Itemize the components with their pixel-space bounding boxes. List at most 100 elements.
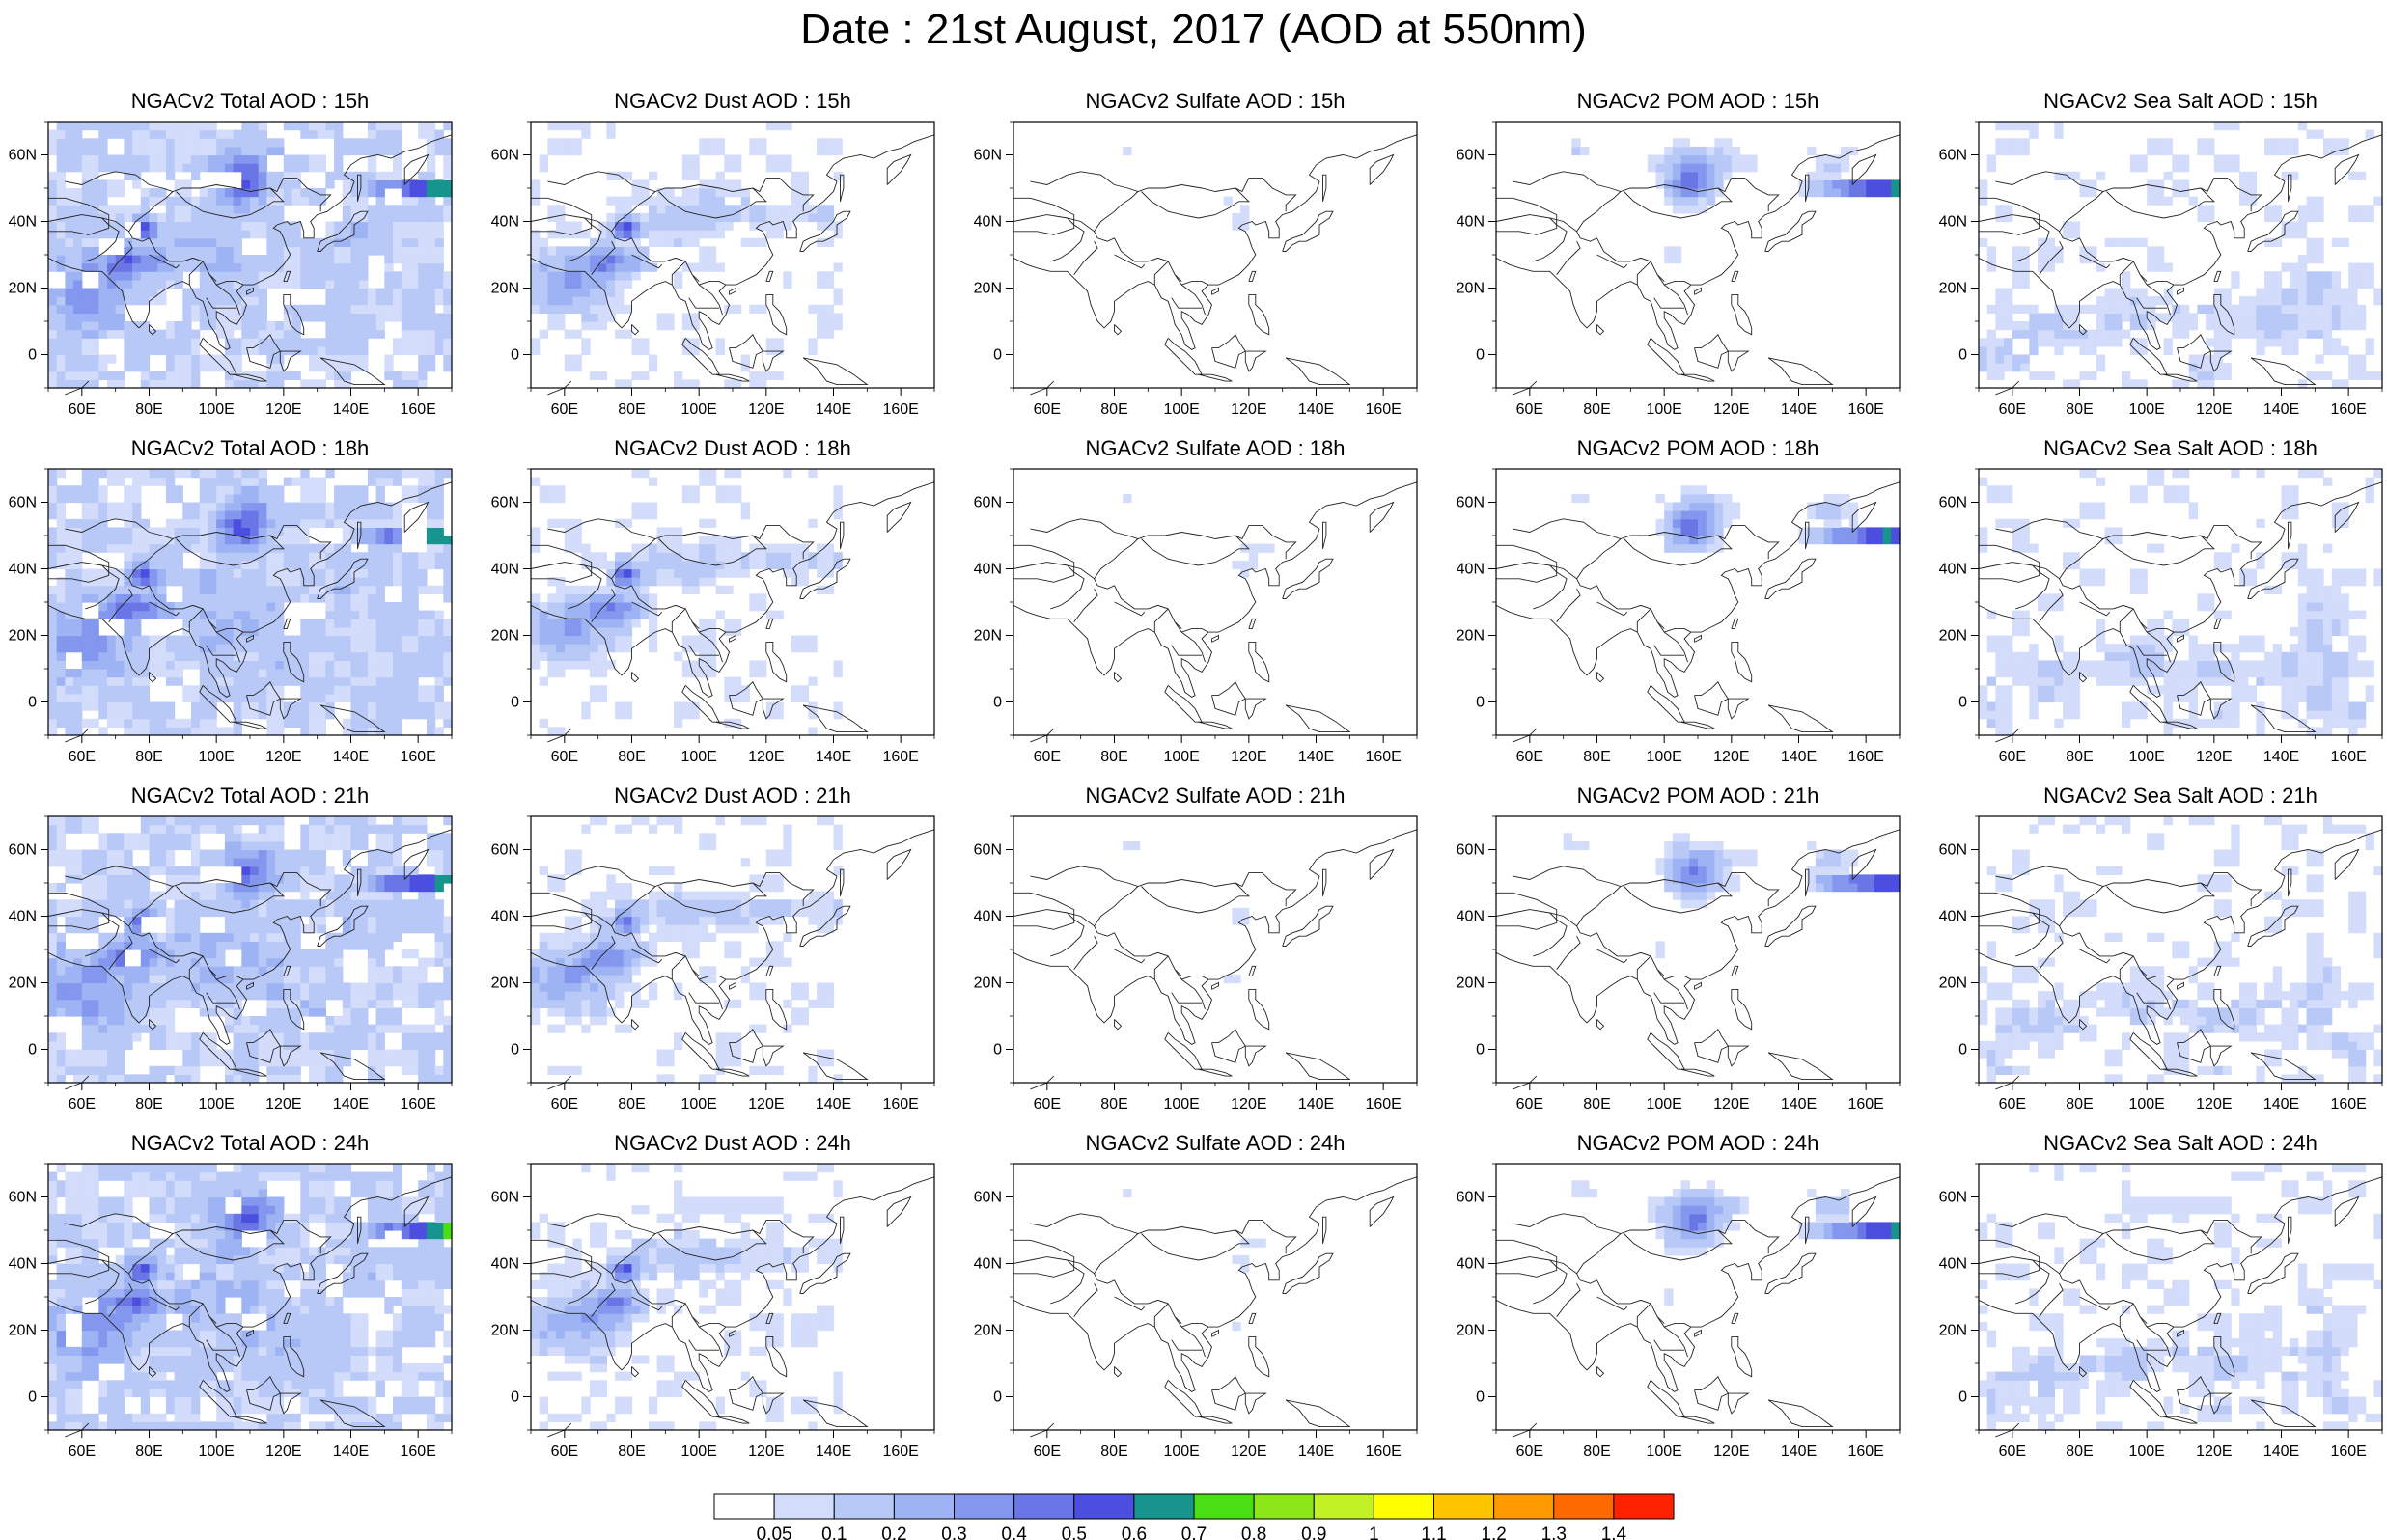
map-panel-total: 60N 40N 20N 0 60E 80E 100E 120E 140E 160E <box>9 121 453 418</box>
x-tick-label: 160E <box>1365 1096 1401 1113</box>
x-tick-label: 60E <box>69 749 96 765</box>
y-tick-label: 20N <box>491 281 519 297</box>
aod-field <box>531 816 843 1084</box>
panel-title: NGACv2 Sulfate AOD : 15h <box>1085 89 1346 113</box>
x-tick-label: 160E <box>882 1444 918 1460</box>
x-tick-label: 160E <box>2330 749 2366 765</box>
y-tick-label: 40N <box>491 909 519 925</box>
colorbar-swatch <box>1313 1493 1374 1520</box>
map-panel-dust: 60N 40N 20N 0 60E 80E 100E 120E 140E 160E <box>491 121 935 418</box>
x-tick-label: 100E <box>680 749 716 765</box>
x-tick-label: 100E <box>1646 749 1681 765</box>
panel-title: NGACv2 Dust AOD : 15h <box>614 89 851 113</box>
x-tick-label: 80E <box>1583 1444 1610 1460</box>
panel-title: NGACv2 POM AOD : 24h <box>1576 1131 1819 1155</box>
y-tick-label: 20N <box>491 976 519 992</box>
y-tick-label: 60N <box>1939 148 1967 164</box>
y-tick-label: 60N <box>974 148 1002 164</box>
x-tick-label: 100E <box>2128 1096 2164 1113</box>
panel-title: NGACv2 POM AOD : 15h <box>1576 89 1819 113</box>
coastlines <box>530 829 935 1090</box>
x-tick-label: 100E <box>680 1444 716 1460</box>
x-tick-label: 60E <box>69 1096 96 1113</box>
x-tick-label: 100E <box>1163 749 1199 765</box>
colorbar-swatch <box>1013 1493 1075 1520</box>
x-tick-label: 120E <box>265 749 301 765</box>
x-tick-label: 120E <box>2196 1444 2232 1460</box>
x-tick-label: 120E <box>748 749 784 765</box>
panel-title: NGACv2 Sulfate AOD : 24h <box>1085 1131 1346 1155</box>
panel-title: NGACv2 Total AOD : 21h <box>130 784 370 808</box>
map-panel-seasalt: 60N 40N 20N 0 60E 80E 100E 120E 140E 160E <box>1939 468 2383 765</box>
y-tick-label: 20N <box>1457 281 1485 297</box>
x-tick-label: 160E <box>882 401 918 418</box>
y-tick-label: 20N <box>974 1323 1002 1339</box>
aod-field <box>531 1164 843 1431</box>
y-tick-label: 0 <box>511 1389 519 1406</box>
y-tick-label: 60N <box>9 842 37 859</box>
y-tick-label: 0 <box>1958 1389 1967 1406</box>
aod-field <box>1979 122 2383 389</box>
colorbar-swatch <box>1433 1493 1495 1520</box>
y-tick-label: 20N <box>1939 281 1967 297</box>
map-panel-pom: 60N 40N 20N 0 60E 80E 100E 120E 140E 160E <box>1457 468 1901 765</box>
y-tick-label: 60N <box>1457 1190 1485 1206</box>
y-tick-label: 40N <box>1939 909 1967 925</box>
y-tick-label: 40N <box>9 214 37 231</box>
aod-field <box>531 469 843 736</box>
x-tick-label: 120E <box>1231 1444 1266 1460</box>
y-tick-label: 0 <box>1958 695 1967 711</box>
aod-field <box>1571 485 1901 553</box>
y-tick-label: 0 <box>511 695 519 711</box>
coastlines <box>1495 481 1901 743</box>
x-tick-label: 160E <box>400 1096 435 1113</box>
y-tick-label: 40N <box>1457 1256 1485 1273</box>
colorbar-label: 0.7 <box>1181 1525 1207 1540</box>
map-panel-total: 60N 40N 20N 0 60E 80E 100E 120E 140E 160E <box>9 815 453 1113</box>
x-tick-label: 160E <box>400 749 435 765</box>
x-tick-label: 80E <box>135 1444 162 1460</box>
y-tick-label: 0 <box>1476 347 1485 364</box>
map-panel-sulfate: 60N 40N 20N 0 60E 80E 100E 120E 140E 160E <box>974 1163 1418 1460</box>
y-tick-label: 0 <box>511 1042 519 1059</box>
x-tick-label: 160E <box>1365 749 1401 765</box>
x-tick-label: 100E <box>2128 749 2164 765</box>
x-tick-label: 120E <box>2196 1096 2232 1113</box>
colorbar-swatch <box>1253 1493 1315 1520</box>
y-tick-label: 40N <box>1939 1256 1967 1273</box>
panel-title: NGACv2 Sea Salt AOD : 15h <box>2043 89 2318 113</box>
coastlines <box>1978 134 2383 396</box>
x-tick-label: 160E <box>1847 749 1883 765</box>
x-tick-label: 60E <box>69 1444 96 1460</box>
x-tick-label: 80E <box>618 1444 645 1460</box>
x-tick-label: 160E <box>882 1096 918 1113</box>
colorbar-label: 0.5 <box>1062 1525 1087 1540</box>
x-tick-label: 120E <box>748 1444 784 1460</box>
panel-title: NGACv2 Total AOD : 15h <box>130 89 370 113</box>
x-tick-label: 60E <box>1034 1096 1061 1113</box>
x-tick-label: 100E <box>1646 1444 1681 1460</box>
coastlines <box>530 134 935 396</box>
y-tick-label: 60N <box>974 842 1002 859</box>
x-tick-label: 80E <box>1100 401 1127 418</box>
x-tick-label: 80E <box>618 401 645 418</box>
colorbar-label: 0.3 <box>941 1525 966 1540</box>
x-tick-label: 160E <box>2330 401 2366 418</box>
x-tick-label: 60E <box>551 401 578 418</box>
aod-field <box>1979 469 2383 736</box>
x-tick-label: 80E <box>135 1096 162 1113</box>
x-tick-label: 160E <box>400 401 435 418</box>
x-tick-label: 140E <box>1781 749 1817 765</box>
map-panel-pom: 60N 40N 20N 0 60E 80E 100E 120E 140E 160E <box>1457 815 1901 1113</box>
x-tick-label: 100E <box>198 1444 234 1460</box>
colorbar-label: 0.9 <box>1301 1525 1326 1540</box>
x-tick-label: 120E <box>1231 1096 1266 1113</box>
x-tick-label: 100E <box>680 1096 716 1113</box>
panel-title: NGACv2 Sea Salt AOD : 21h <box>2043 784 2318 808</box>
x-tick-label: 60E <box>1516 749 1543 765</box>
y-tick-label: 20N <box>974 281 1002 297</box>
map-panel-total: 60N 40N 20N 0 60E 80E 100E 120E 140E 160E <box>9 1163 453 1460</box>
y-tick-label: 60N <box>491 1190 519 1206</box>
y-tick-label: 40N <box>1939 562 1967 578</box>
x-tick-label: 140E <box>1781 1444 1817 1460</box>
